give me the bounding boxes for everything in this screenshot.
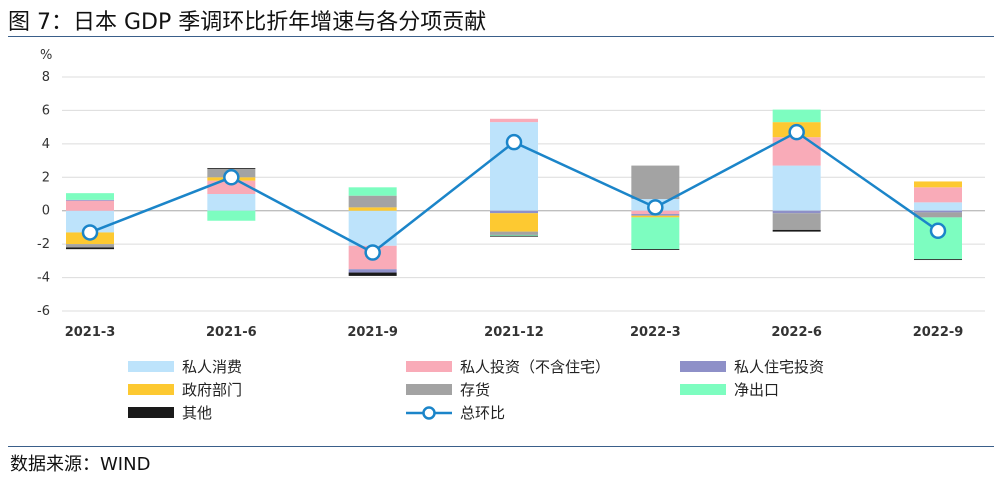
bar-segment [914,259,962,261]
y-tick-label: -4 [37,271,50,286]
total-line [81,123,947,261]
bar-segment [490,234,538,236]
legend-label: 私人住宅投资 [734,358,824,376]
legend-swatch [406,384,452,395]
x-tick-label: 2022-3 [630,325,681,340]
legend-swatch [128,361,174,372]
legend-swatch [680,384,726,395]
bar-segment [914,187,962,203]
bar-segment [490,118,538,123]
chart-title: 图 7：日本 GDP 季调环比折年增速与各分项贡献 [8,10,487,35]
total-line-point [788,123,805,141]
bar-segment [66,193,114,200]
total-line-point [81,224,99,241]
bar-segment [490,231,538,235]
x-tick-label: 2021-12 [484,325,544,340]
legend-label: 政府部门 [182,381,242,399]
legend-swatch [128,407,174,418]
bar-segment [772,229,821,232]
bar-segment [66,200,114,211]
y-tick-label: -6 [37,304,50,319]
bar-segment [631,215,680,218]
legend-label: 净出口 [734,381,779,399]
legend-marker [422,406,436,420]
legend-label: 总环比 [460,404,505,422]
legend-label: 私人消费 [182,358,242,376]
y-tick-label: -2 [37,237,50,252]
x-axis: 2021-3 2021-6 2021-9 2021-12 2022-3 2022-6 202… [65,325,964,340]
source-note: 数据来源：WIND [10,454,151,475]
bar-segment [772,213,821,230]
source-divider [8,446,994,447]
bar-segment [348,187,397,196]
legend-swatch [406,361,452,372]
bar-segment [66,244,114,248]
y-tick-label: 0 [42,204,50,219]
bar-segment [348,269,397,273]
total-line-point [647,199,664,216]
bar-segment [631,165,680,200]
bar-segment [490,213,538,232]
bar-segment [772,210,821,214]
bar-segment [348,195,397,208]
bars [66,109,962,276]
y-tick-label: 4 [42,137,50,152]
bar-segment [66,247,114,250]
title-divider [8,36,994,37]
bar-segment [772,109,821,123]
bar-segment [772,165,821,211]
y-tick-label: 8 [42,70,50,85]
bar-segment [914,210,962,213]
bar-segment [348,207,397,211]
legend-label: 存货 [460,381,490,399]
bar-segment [914,181,962,188]
x-tick-label: 2021-3 [65,325,116,340]
x-tick-label: 2021-6 [206,325,257,340]
y-tick-label: 2 [42,170,50,185]
legend-swatch [680,361,726,372]
total-line-point [223,169,240,186]
x-tick-label: 2021-9 [347,325,398,340]
x-tick-label: 2022-9 [913,325,964,340]
bar-segment [914,202,962,211]
bar-segment [490,235,538,237]
total-line-point [929,222,947,240]
bar-segment [490,210,538,214]
y-axis: -6 -4 -2 0 2 4 6 8% [37,48,52,319]
bar-segment [66,199,114,201]
legend-label: 其他 [182,404,212,422]
y-unit-label: % [40,48,52,63]
legend-label: 私人投资（不含住宅） [460,358,610,376]
bar-segment [207,168,256,169]
total-line-point [505,133,523,151]
x-tick-label: 2022-6 [771,325,822,340]
bar-segment [631,249,680,250]
bar-segment [914,212,962,218]
bar-segment [207,194,256,211]
bar-segment [207,210,256,221]
legend-swatch [128,384,174,395]
bar-segment [348,272,397,276]
y-tick-label: 6 [42,103,50,118]
bar-segment [631,217,680,250]
total-line-point [364,244,381,261]
